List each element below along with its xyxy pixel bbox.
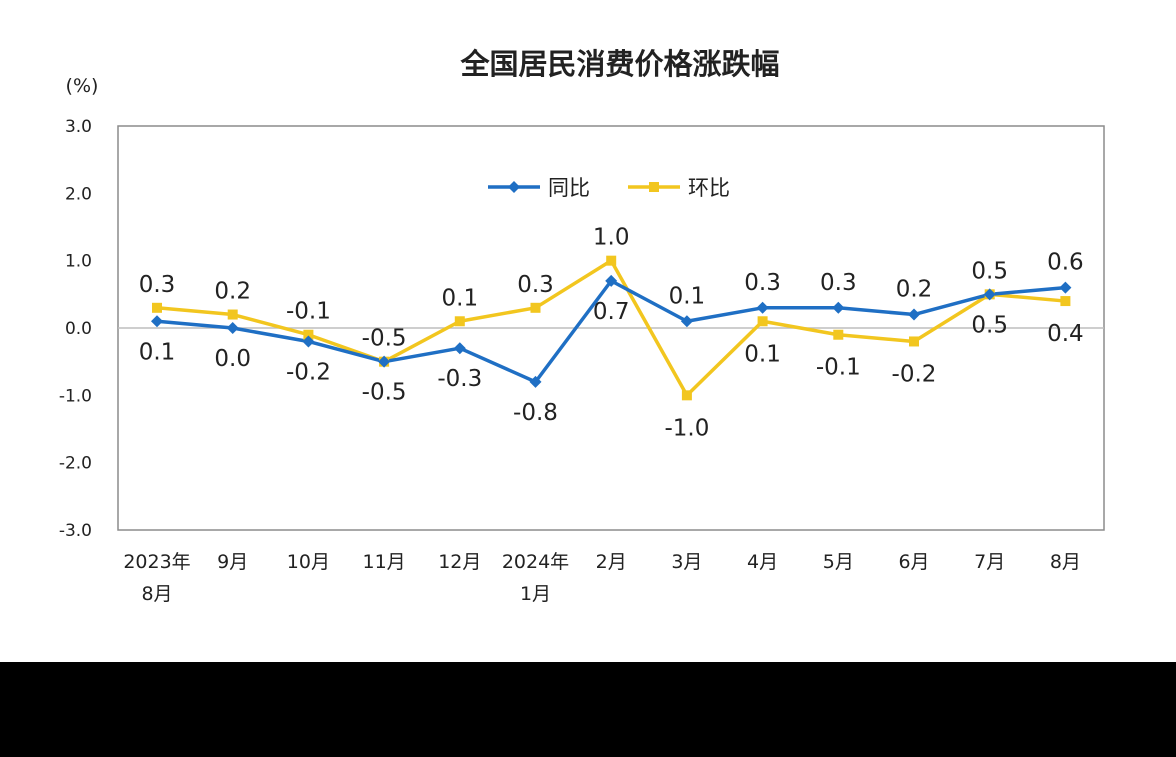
data-label-yoy: -0.5 xyxy=(362,380,407,406)
y-tick-label: -3.0 xyxy=(59,521,92,541)
x-tick-label: 11月 xyxy=(363,551,406,573)
x-tick-label: 10月 xyxy=(287,551,330,573)
data-label-mom: -0.1 xyxy=(286,299,331,325)
chart-title: 全国居民消费价格涨跌幅 xyxy=(459,47,779,81)
legend-label-yoy: 同比 xyxy=(548,176,590,200)
point-mom xyxy=(454,316,465,327)
x-tick-label: 2月 xyxy=(596,551,627,573)
data-label-mom: -0.1 xyxy=(816,355,861,381)
x-tick-label: 2023年 8月 xyxy=(123,551,190,605)
point-mom xyxy=(681,390,692,401)
chart-area: 全国居民消费价格涨跌幅 (%) 3.0 2.0 1.0 0.0 -1.0 -2.0 -3.0… xyxy=(0,0,1176,662)
legend-label-mom: 环比 xyxy=(688,176,730,200)
point-mom xyxy=(757,316,768,327)
point-yoy xyxy=(756,301,769,314)
point-yoy xyxy=(832,301,845,314)
x-tick-label: 9月 xyxy=(217,551,248,573)
y-tick-label: 1.0 xyxy=(65,252,92,272)
data-label-mom: 1.0 xyxy=(593,225,630,251)
point-yoy xyxy=(908,308,920,321)
point-yoy xyxy=(151,315,163,328)
data-label-yoy: 0.5 xyxy=(971,312,1008,338)
x-tick-label: 6月 xyxy=(898,551,929,573)
y-tick-label: -2.0 xyxy=(59,454,92,474)
data-label-yoy: 0.1 xyxy=(669,283,706,309)
data-label-yoy: 0.3 xyxy=(820,270,857,296)
data-label-mom: -1.0 xyxy=(664,415,709,441)
cpi-line-chart: 全国居民消费价格涨跌幅 (%) 3.0 2.0 1.0 0.0 -1.0 -2.0 -3.0… xyxy=(59,47,1105,605)
y-tick-label: 3.0 xyxy=(65,117,92,137)
x-tick-label: 8月 xyxy=(1050,551,1081,573)
data-label-mom: 0.1 xyxy=(442,285,479,311)
point-mom xyxy=(909,336,919,347)
x-tick-label: 7月 xyxy=(974,551,1005,573)
x-tick-label: 3月 xyxy=(671,551,702,573)
data-label-yoy: -0.2 xyxy=(286,359,331,385)
data-label-yoy: -0.3 xyxy=(437,366,482,392)
y-tick-label: -1.0 xyxy=(59,386,92,406)
legend-marker-yoy xyxy=(508,181,520,193)
data-label-yoy: 0.0 xyxy=(214,346,251,372)
data-label-yoy: 0.6 xyxy=(1047,250,1084,276)
point-yoy xyxy=(1059,281,1072,294)
data-label-yoy: -0.8 xyxy=(513,400,558,426)
data-label-yoy: 0.2 xyxy=(896,277,933,303)
point-yoy xyxy=(302,335,315,348)
data-label-mom: 0.5 xyxy=(971,258,1008,284)
plot-layer: 3.0 2.0 1.0 0.0 -1.0 -2.0 -3.0 2023年 8月 9月 10月 11月 1… xyxy=(59,117,1105,605)
point-yoy xyxy=(680,315,693,328)
point-yoy xyxy=(453,342,466,355)
point-yoy xyxy=(226,322,239,334)
data-label-mom: 0.2 xyxy=(214,279,251,305)
data-label-yoy: 0.1 xyxy=(139,339,176,365)
data-label-mom: 0.3 xyxy=(517,272,554,298)
legend-marker-mom xyxy=(649,182,659,192)
point-yoy xyxy=(605,274,618,287)
y-tick-label: 2.0 xyxy=(65,184,92,204)
point-yoy xyxy=(983,288,996,301)
point-mom xyxy=(152,302,162,313)
point-mom xyxy=(606,255,617,266)
x-tick-label: 4月 xyxy=(747,551,778,573)
data-label-mom: -0.5 xyxy=(362,326,407,352)
bottom-black-band xyxy=(0,662,1176,757)
point-mom xyxy=(530,302,541,313)
x-tick-label: 12月 xyxy=(438,551,481,573)
x-tick-label: 5月 xyxy=(823,551,854,573)
point-mom xyxy=(833,329,844,340)
y-axis-unit: (%) xyxy=(66,75,99,97)
x-tick-label: 2024年 1月 xyxy=(502,551,569,605)
point-mom xyxy=(303,329,314,340)
data-label-mom: -0.2 xyxy=(892,361,937,387)
point-yoy xyxy=(378,355,391,368)
point-yoy xyxy=(529,375,542,388)
point-mom xyxy=(1060,296,1071,307)
data-label-mom: 0.4 xyxy=(1047,321,1084,347)
point-mom xyxy=(227,309,238,320)
data-label-mom: 0.1 xyxy=(744,341,781,367)
data-label-yoy: 0.7 xyxy=(593,299,630,325)
data-label-yoy: 0.3 xyxy=(744,270,781,296)
y-tick-label: 0.0 xyxy=(65,319,92,339)
data-label-mom: 0.3 xyxy=(139,272,176,298)
